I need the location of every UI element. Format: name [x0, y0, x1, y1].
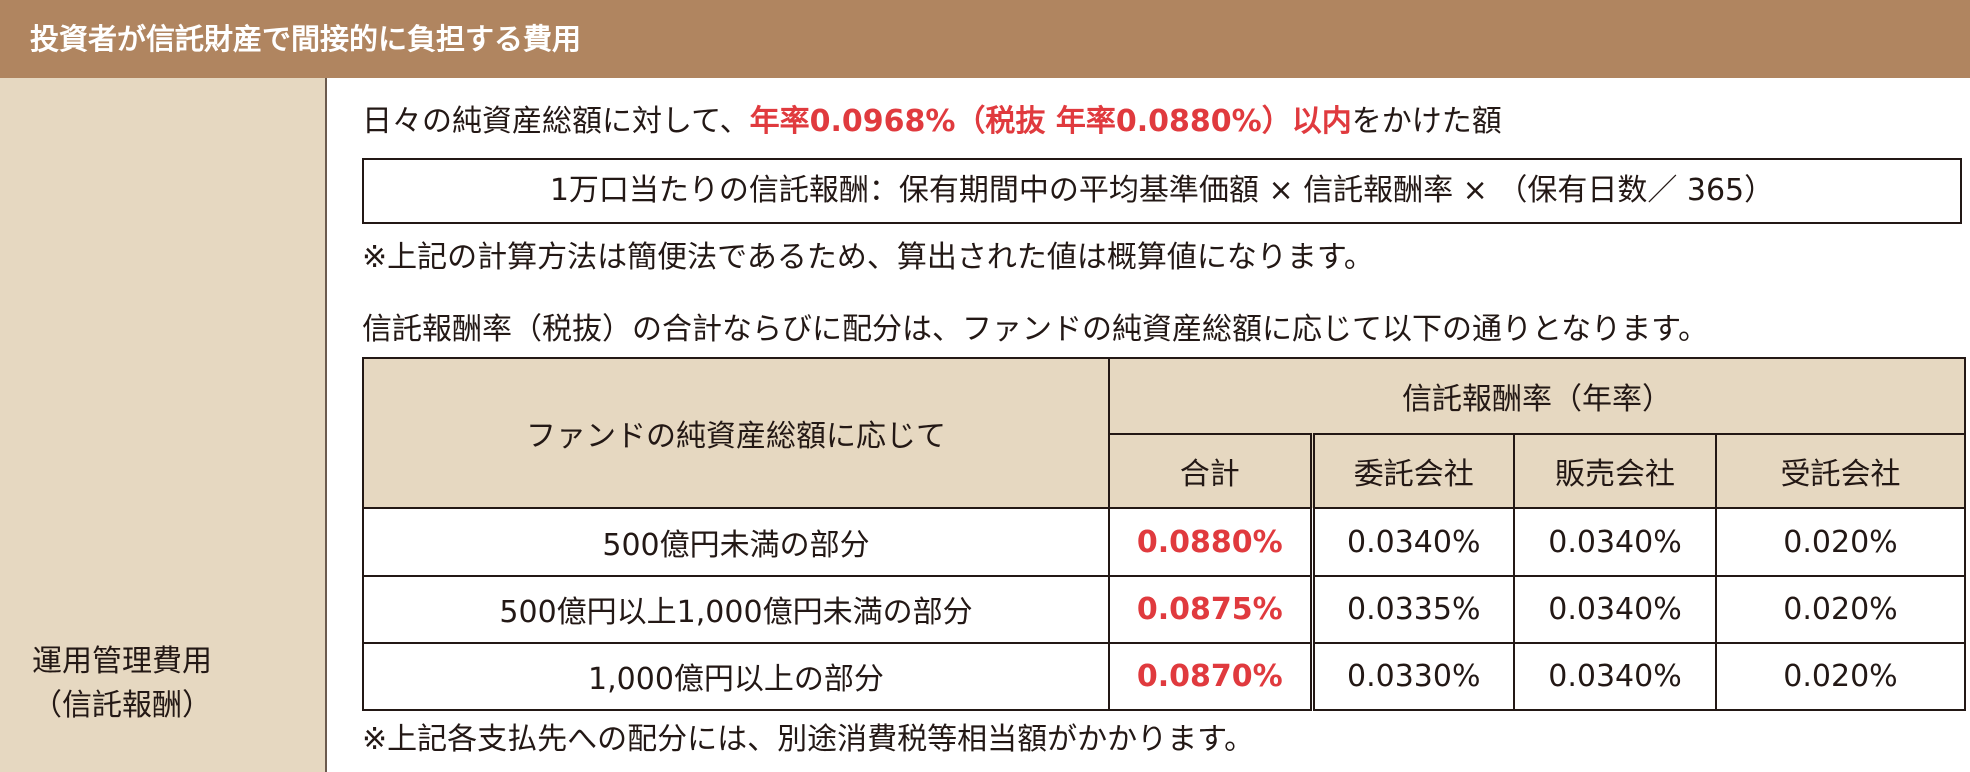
formula-box: 1万口当たりの信託報酬：保有期間中の平均基準価額 × 信託報酬率 × （保有日数… [362, 158, 1962, 224]
tier-label: 500億円未満の部分 [362, 507, 1110, 577]
allocation-intro: 信託報酬率（税抜）の合計ならびに配分は、ファンドの純資産総額に応じて以下の通りと… [362, 312, 1709, 347]
trustor-rate: 0.0335% [1311, 574, 1515, 644]
fee-rate-highlight: 年率0.0968%（税抜 年率0.0880%）以内 [749, 104, 1352, 139]
fee-allocation-table: ファンドの純資産総額に応じて 信託報酬率（年率） 合計 委託会社 販売会社 受託… [362, 356, 1966, 712]
fee-description-suffix: をかけた額 [1351, 104, 1502, 139]
trustee-rate: 0.020% [1715, 507, 1966, 577]
column-divider [325, 78, 327, 772]
row-label-cell: 運用管理費用 （信託報酬） [0, 78, 325, 772]
section-header: 投資者が信託財産で間接的に負担する費用 [0, 0, 1970, 78]
total-rate: 0.0880% [1108, 507, 1315, 577]
row-label-line2: （信託報酬） [32, 688, 212, 723]
trustee-rate: 0.020% [1715, 641, 1966, 712]
distributor-rate: 0.0340% [1513, 641, 1717, 712]
table-row: 500億円以上1,000億円未満の部分 0.0875% 0.0335% 0.03… [362, 574, 1966, 644]
header-total: 合計 [1108, 433, 1315, 510]
header-distributor: 販売会社 [1513, 433, 1717, 510]
header-net-assets: ファンドの純資産総額に応じて [362, 356, 1110, 510]
distributor-rate: 0.0340% [1513, 574, 1717, 644]
fee-description-prefix: 日々の純資産総額に対して、 [362, 104, 750, 139]
header-fee-rate-group: 信託報酬率（年率） [1108, 356, 1966, 436]
tier-label: 500億円以上1,000億円未満の部分 [362, 574, 1110, 644]
distributor-rate: 0.0340% [1513, 507, 1717, 577]
row-label-text: 運用管理費用 （信託報酬） [32, 640, 212, 728]
calculation-note: ※上記の計算方法は簡便法であるため、算出された値は概算値になります。 [362, 240, 1374, 275]
tax-note: ※上記各支払先への配分には、別途消費税等相当額がかかります。 [362, 722, 1255, 757]
trustor-rate: 0.0340% [1311, 507, 1515, 577]
tier-label: 1,000億円以上の部分 [362, 641, 1110, 712]
header-trustee: 受託会社 [1715, 433, 1966, 510]
header-trustor: 委託会社 [1311, 433, 1515, 510]
trustor-rate: 0.0330% [1311, 641, 1515, 712]
fee-description: 日々の純資産総額に対して、年率0.0968%（税抜 年率0.0880%）以内をか… [362, 100, 1502, 144]
table-row: 500億円未満の部分 0.0880% 0.0340% 0.0340% 0.020… [362, 507, 1966, 577]
table-row: 1,000億円以上の部分 0.0870% 0.0330% 0.0340% 0.0… [362, 641, 1966, 712]
trustee-rate: 0.020% [1715, 574, 1966, 644]
total-rate: 0.0870% [1108, 641, 1315, 712]
total-rate: 0.0875% [1108, 574, 1315, 644]
row-label-line1: 運用管理費用 [32, 644, 212, 679]
